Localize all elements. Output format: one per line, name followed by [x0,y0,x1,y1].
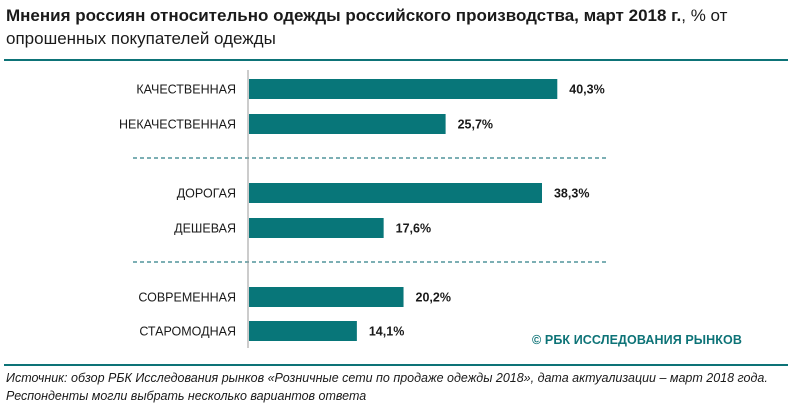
bar-3 [249,183,542,203]
watermark: © РБК ИССЛЕДОВАНИЯ РЫНКОВ [532,333,742,347]
bottom-divider [4,364,788,366]
source-line-2: Респонденты могли выбрать несколько вари… [6,389,367,403]
value-label-2: 25,7% [458,118,493,132]
bar-5 [249,287,404,307]
category-label-6: СТАРОМОДНАЯ [139,325,236,339]
category-label-1: КАЧЕСТВЕННАЯ [136,83,236,97]
chart-title-main: Мнения россиян относительно одежды росси… [6,6,682,25]
value-label-5: 20,2% [416,291,451,305]
bar-6 [249,321,357,341]
bar-1 [249,79,558,99]
value-label-1: 40,3% [569,83,604,97]
top-divider [4,59,788,61]
value-label-3: 38,3% [554,187,589,201]
bar-4 [249,218,384,238]
source-line-1: Источник: обзор РБК Исследования рынков … [6,371,768,385]
category-label-4: ДЕШЕВАЯ [174,222,236,236]
value-label-6: 14,1% [369,325,404,339]
value-label-4: 17,6% [396,222,431,236]
bar-chart: КАЧЕСТВЕННАЯ 40,3% НЕКАЧЕСТВЕННАЯ 25,7% ДОРО… [119,70,606,348]
category-label-5: СОВРЕМЕННАЯ [138,291,236,305]
category-label-2: НЕКАЧЕСТВЕННАЯ [119,118,236,132]
source-note: Источник: обзор РБК Исследования рынков … [6,369,786,405]
chart-title-suffix: , % от опрошенных покупателей одежды [6,6,728,48]
bar-2 [249,114,446,134]
category-label-3: ДОРОГАЯ [177,187,236,201]
chart-title: Мнения россиян относительно одежды росси… [6,4,786,50]
